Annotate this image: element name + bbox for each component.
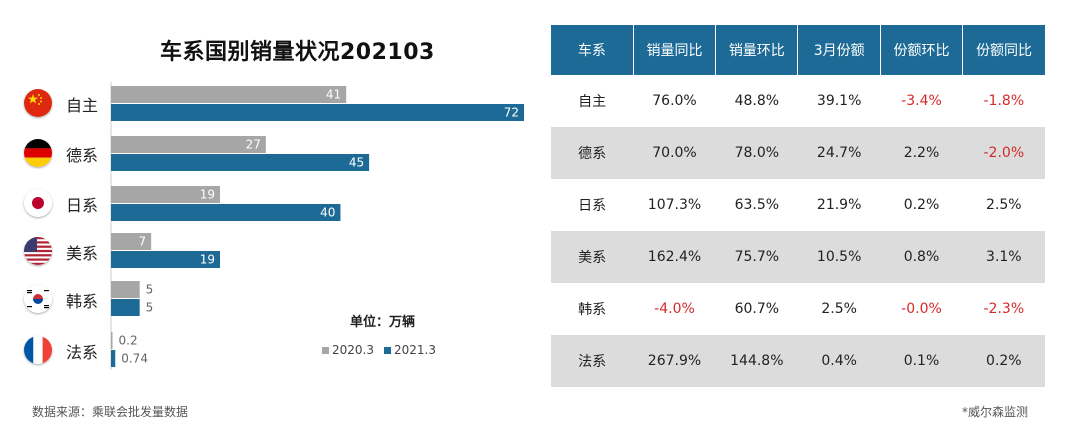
data-label: 41 [326,88,341,102]
table-cell: 日系 [578,198,607,214]
table-cell: 2.5% [986,197,1022,213]
legend-label: 2020.3 [332,343,374,357]
table-cell: 0.2% [903,197,940,213]
data-label: 7 [139,235,147,249]
data-label: 19 [200,253,215,267]
data-label: 5 [146,301,154,315]
bar-2020.3-德系 [111,136,266,153]
bar-2021.3-美系 [111,251,220,268]
category-label: 德系 [66,146,99,165]
table-cell: 自主 [578,94,607,110]
category-label: 日系 [66,196,99,215]
table-cell: 10.5% [797,231,881,283]
table-cell: 162.4% [633,231,716,283]
bar-2020.3-韩系 [111,281,140,298]
data-label: 27 [246,138,261,152]
table-cell: 144.8% [715,335,798,387]
japan-flag-icon [24,189,52,217]
legend-label: 2021.3 [394,343,436,357]
unit-label: 单位：万辆 [350,315,416,330]
table-header-row: 车系 销量同比 销量环比 3月份额 份额环比 份额同比 [551,25,1045,75]
table-cell: 0.1% [880,335,963,387]
data-table: 车系 销量同比 销量环比 3月份额 份额环比 份额同比 自主 76.0% 48.… [551,25,1045,387]
data-label: 40 [320,206,335,220]
bar-2021.3-德系 [111,154,370,171]
category-label: 韩系 [66,292,99,311]
table-cell: 267.9% [633,335,716,387]
bar-2020.3-自主 [111,86,347,103]
legend-item-2020: 2020.3 [322,343,374,357]
usa-flag-icon [24,237,52,265]
korea-flag-icon [24,285,52,313]
category-label: 自主 [66,96,99,115]
table-cell: 76.0% [652,93,697,109]
germany-flag-icon [24,139,52,167]
bar-2020.3-日系 [111,186,220,203]
table-cell: 75.7% [715,231,798,283]
table-cell: 2.2% [880,127,963,179]
legend-item-2021: 2021.3 [384,343,436,357]
chart-legend: 2020.3 2021.3 [322,343,446,357]
column-header: 销量同比 [633,25,717,75]
table-cell: 韩系 [578,302,607,318]
table-cell: -2.3% [983,301,1025,317]
table-cell: 德系 [551,127,634,179]
bar-2021.3-韩系 [111,299,140,316]
table-cell: 60.7% [734,301,780,317]
column-header: 3月份额 [797,25,881,75]
table-cell: 2.5% [821,301,857,317]
china-flag-icon [24,89,52,117]
table-cell: 法系 [551,335,634,387]
column-header: 份额环比 [880,25,964,75]
bar-2021.3-自主 [111,104,524,121]
data-label: 19 [200,188,215,202]
chart-title: 车系国别销量状况202103 [160,40,435,65]
table-cell: 70.0% [633,127,716,179]
table-cell: 21.9% [816,197,862,213]
table-row: 美系 162.4% 75.7% 10.5% 0.8% 3.1% [551,231,1045,283]
table-cell: 24.7% [797,127,881,179]
bar-2020.3-法系 [111,332,113,349]
table-cell: -3.4% [901,93,942,109]
data-label: 0.2 [119,334,138,348]
table-cell: 3.1% [962,231,1045,283]
table-cell: -2.0% [962,127,1045,179]
column-header: 销量环比 [715,25,799,75]
france-flag-icon [24,336,52,364]
legend-swatch-2021 [384,346,391,354]
bar-chart: 41 72 27 45 19 40 7 19 5 5 0.2 0.74 [110,82,524,370]
source-note: 数据来源：乘联会批发量数据 [32,405,189,419]
column-header: 车系 [551,25,634,75]
table-row: 自主 76.0% 48.8% 39.1% -3.4% -1.8% [551,75,1045,127]
table-cell: 美系 [551,231,634,283]
bar-2021.3-日系 [111,204,341,221]
table-cell: -0.0% [901,301,942,317]
table-cell: 0.4% [797,335,881,387]
data-label: 45 [349,156,364,170]
table-cell: -1.8% [983,93,1025,109]
data-label: 72 [504,106,519,120]
column-header: 份额同比 [962,25,1045,75]
table-row: 日系 107.3% 63.5% 21.9% 0.2% 2.5% [551,179,1045,231]
table-row: 德系 70.0% 78.0% 24.7% 2.2% -2.0% [551,127,1045,179]
category-label: 法系 [66,343,99,362]
table-cell: 107.3% [647,197,702,213]
table-cell: 0.2% [962,335,1045,387]
legend-swatch-2020 [322,346,329,354]
table-cell: -4.0% [654,301,695,317]
table-row: 法系 267.9% 144.8% 0.4% 0.1% 0.2% [551,335,1045,387]
data-label: 5 [146,283,154,297]
table-cell: 78.0% [715,127,798,179]
table-cell: 39.1% [816,93,862,109]
bar-2020.3-美系 [111,233,152,250]
table-cell: 0.8% [880,231,963,283]
category-label: 美系 [66,244,99,263]
credit-note: *威尔森监测 [962,405,1029,419]
table-row: 韩系 -4.0% 60.7% 2.5% -0.0% -2.3% [551,283,1045,335]
table-cell: 48.8% [734,93,780,109]
table-cell: 63.5% [734,197,780,213]
data-label: 0.74 [121,352,148,366]
bar-2021.3-法系 [111,350,116,367]
